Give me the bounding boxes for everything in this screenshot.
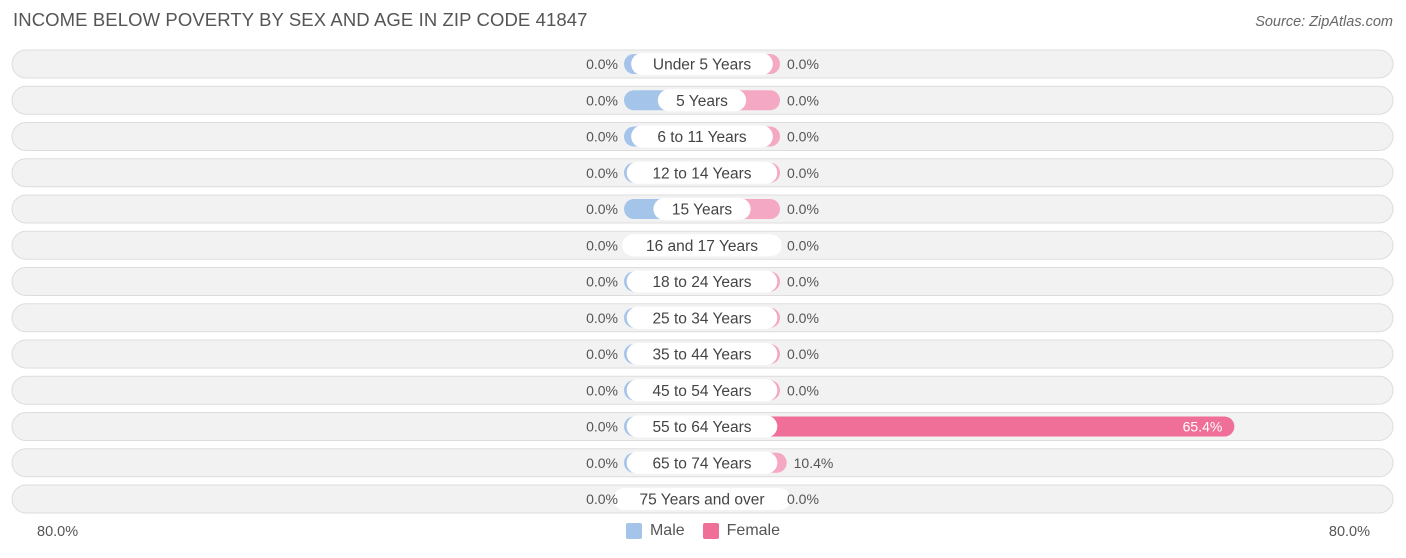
value-label-male: 0.0% — [586, 274, 618, 290]
legend-swatch-male — [625, 523, 642, 539]
category-label: 75 Years and over — [640, 492, 765, 509]
category-pill — [626, 161, 778, 184]
category-pill — [631, 125, 773, 148]
category-pill — [631, 53, 773, 75]
category-label: 16 and 17 Years — [646, 238, 758, 255]
category-label: 45 to 54 Years — [652, 383, 751, 400]
category-pill — [626, 451, 778, 474]
category-label: 5 Years — [676, 93, 728, 110]
category-label: 6 to 11 Years — [657, 129, 747, 146]
legend-label-male: Male — [649, 522, 685, 539]
category-label: Under 5 Years — [653, 57, 751, 74]
legend: Male Female — [0, 522, 1406, 540]
value-label-female: 0.0% — [787, 165, 819, 181]
bar-female — [702, 416, 1235, 437]
value-label-female: 10.4% — [794, 455, 834, 471]
category-pill — [626, 379, 778, 402]
category-pill — [626, 343, 778, 365]
value-label-male: 0.0% — [586, 201, 618, 217]
category-label: 18 to 24 Years — [652, 274, 751, 291]
category-label: 35 to 44 Years — [652, 347, 751, 364]
category-label: 55 to 64 Years — [652, 419, 751, 436]
value-label-female: 0.0% — [787, 346, 819, 362]
category-label: 12 to 14 Years — [652, 165, 751, 182]
category-label: 65 to 74 Years — [652, 455, 751, 472]
legend-item-male: Male — [625, 522, 685, 540]
value-label-female: 0.0% — [787, 201, 819, 217]
category-label: 25 to 34 Years — [652, 310, 751, 327]
value-label-male: 0.0% — [586, 56, 618, 72]
value-label-female: 0.0% — [787, 274, 819, 290]
category-pill — [657, 89, 747, 112]
value-label-male: 0.0% — [586, 310, 618, 326]
category-label: 15 Years — [672, 202, 733, 219]
value-label-male: 0.0% — [586, 346, 618, 362]
category-pill — [653, 198, 751, 220]
value-label-female: 65.4% — [1183, 419, 1223, 435]
value-label-male: 0.0% — [586, 455, 618, 471]
value-label-female: 0.0% — [787, 56, 819, 72]
axis-right-label: 80.0% — [1328, 524, 1370, 540]
category-pill — [622, 234, 782, 257]
value-label-male: 0.0% — [586, 237, 618, 253]
category-pill — [626, 306, 778, 329]
value-label-male: 0.0% — [586, 129, 618, 145]
value-label-male: 0.0% — [586, 419, 618, 435]
category-pill — [626, 415, 778, 438]
value-label-female: 0.0% — [787, 310, 819, 326]
value-label-male: 0.0% — [586, 491, 618, 507]
value-label-female: 0.0% — [787, 382, 819, 398]
source-label: Source: ZipAtlas.com — [1255, 14, 1393, 30]
value-label-female: 0.0% — [787, 92, 819, 108]
axis-left-label: 80.0% — [37, 524, 79, 540]
legend-swatch-female — [702, 523, 719, 539]
value-label-male: 0.0% — [586, 382, 618, 398]
value-label-female: 0.0% — [787, 491, 819, 507]
chart-title: INCOME BELOW POVERTY BY SEX AND AGE IN Z… — [13, 9, 588, 30]
category-pill — [613, 488, 791, 510]
legend-item-female: Female — [702, 522, 781, 540]
value-label-female: 0.0% — [787, 129, 819, 145]
value-label-male: 0.0% — [586, 92, 618, 108]
value-label-male: 0.0% — [586, 165, 618, 181]
legend-label-female: Female — [726, 522, 781, 539]
category-pill — [626, 270, 778, 293]
value-label-female: 0.0% — [787, 237, 819, 253]
